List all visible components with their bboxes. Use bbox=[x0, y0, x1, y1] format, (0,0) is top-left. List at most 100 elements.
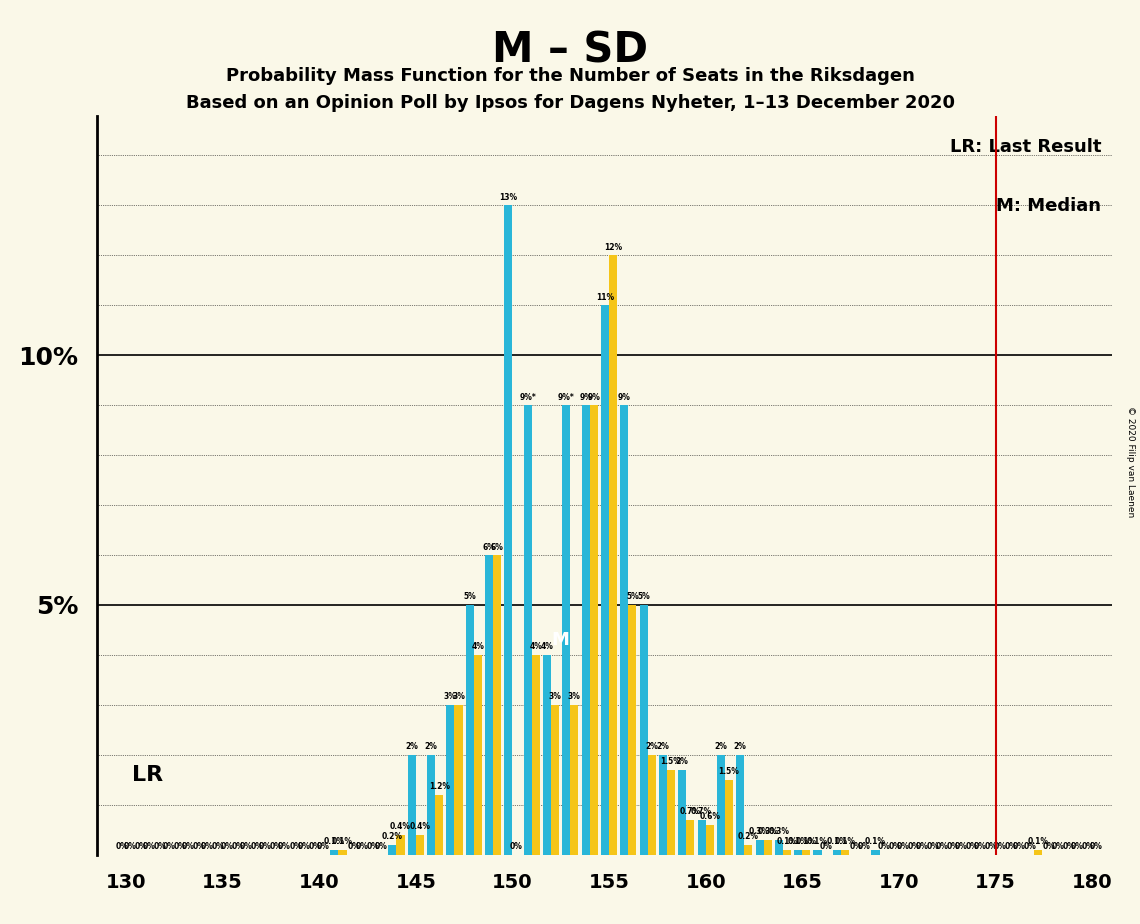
Bar bbox=[570, 705, 578, 855]
Text: 0%: 0% bbox=[915, 842, 929, 851]
Text: 0%: 0% bbox=[220, 842, 233, 851]
Text: M – SD: M – SD bbox=[492, 30, 648, 71]
Text: 0%: 0% bbox=[212, 842, 225, 851]
Text: 0%: 0% bbox=[290, 842, 302, 851]
Text: 0%: 0% bbox=[278, 842, 291, 851]
Text: 0%: 0% bbox=[142, 842, 156, 851]
Text: 0%: 0% bbox=[974, 842, 987, 851]
Text: 2%: 2% bbox=[645, 742, 658, 751]
Bar bbox=[640, 605, 648, 855]
Text: 0%: 0% bbox=[162, 842, 176, 851]
Text: 1.5%: 1.5% bbox=[660, 758, 682, 766]
Bar bbox=[494, 555, 502, 855]
Bar bbox=[678, 770, 686, 855]
Bar bbox=[833, 850, 841, 855]
Bar bbox=[803, 850, 811, 855]
Text: Probability Mass Function for the Number of Seats in the Riksdagen: Probability Mass Function for the Number… bbox=[226, 67, 914, 84]
Text: 0%: 0% bbox=[309, 842, 321, 851]
Text: 0%: 0% bbox=[1062, 842, 1075, 851]
Text: 0.3%: 0.3% bbox=[749, 827, 771, 836]
Text: 0%: 0% bbox=[259, 842, 271, 851]
Bar bbox=[531, 655, 540, 855]
Text: 0%: 0% bbox=[201, 842, 213, 851]
Text: 0%: 0% bbox=[1070, 842, 1083, 851]
Bar bbox=[601, 305, 609, 855]
Text: 0.7%: 0.7% bbox=[679, 808, 701, 816]
Text: 0%: 0% bbox=[181, 842, 194, 851]
Text: 4%: 4% bbox=[471, 642, 484, 651]
Text: 11%: 11% bbox=[596, 293, 614, 302]
Bar bbox=[736, 755, 744, 855]
Text: 0%: 0% bbox=[954, 842, 968, 851]
Text: 0%: 0% bbox=[317, 842, 329, 851]
Bar bbox=[764, 840, 772, 855]
Bar bbox=[543, 655, 551, 855]
Bar bbox=[775, 840, 783, 855]
Text: 0%: 0% bbox=[154, 842, 166, 851]
Bar bbox=[589, 406, 597, 855]
Bar bbox=[504, 205, 512, 855]
Text: 9%*: 9%* bbox=[520, 393, 536, 402]
Bar bbox=[744, 845, 752, 855]
Bar bbox=[581, 406, 589, 855]
Bar bbox=[551, 705, 560, 855]
Bar bbox=[1034, 850, 1042, 855]
Text: 0%: 0% bbox=[115, 842, 129, 851]
Text: 0%: 0% bbox=[193, 842, 205, 851]
Text: 5%: 5% bbox=[637, 592, 650, 602]
Text: 0%: 0% bbox=[993, 842, 1005, 851]
Bar bbox=[428, 755, 435, 855]
Bar bbox=[446, 705, 455, 855]
Text: 3%: 3% bbox=[548, 692, 562, 701]
Text: 0%: 0% bbox=[367, 842, 380, 851]
Text: 5%: 5% bbox=[626, 592, 638, 602]
Text: 0.3%: 0.3% bbox=[757, 827, 779, 836]
Text: 0%: 0% bbox=[966, 842, 978, 851]
Text: 2%: 2% bbox=[715, 742, 727, 751]
Bar bbox=[339, 850, 347, 855]
Text: 0.1%: 0.1% bbox=[788, 837, 808, 846]
Bar bbox=[523, 406, 531, 855]
Text: 0.1%: 0.1% bbox=[865, 837, 886, 846]
Text: 0%: 0% bbox=[1090, 842, 1102, 851]
Text: 0%: 0% bbox=[1043, 842, 1056, 851]
Bar bbox=[408, 755, 416, 855]
Bar bbox=[474, 655, 482, 855]
Bar bbox=[686, 820, 694, 855]
Text: 0%: 0% bbox=[935, 842, 948, 851]
Text: 0.1%: 0.1% bbox=[332, 837, 353, 846]
Text: 0%: 0% bbox=[298, 842, 310, 851]
Bar bbox=[397, 834, 405, 855]
Text: 0%: 0% bbox=[135, 842, 147, 851]
Text: 13%: 13% bbox=[499, 193, 518, 202]
Bar bbox=[841, 850, 849, 855]
Text: © 2020 Filip van Laenen: © 2020 Filip van Laenen bbox=[1126, 407, 1135, 517]
Bar bbox=[871, 850, 880, 855]
Text: 0%: 0% bbox=[907, 842, 921, 851]
Bar bbox=[725, 780, 733, 855]
Text: 6%: 6% bbox=[482, 542, 496, 552]
Bar bbox=[648, 755, 656, 855]
Text: 0%: 0% bbox=[251, 842, 263, 851]
Text: 2%: 2% bbox=[676, 758, 689, 766]
Bar bbox=[389, 845, 397, 855]
Bar bbox=[416, 834, 424, 855]
Text: 9%: 9% bbox=[618, 393, 630, 402]
Text: 0%: 0% bbox=[1024, 842, 1036, 851]
Bar bbox=[455, 705, 463, 855]
Text: 0%: 0% bbox=[270, 842, 283, 851]
Text: 5%: 5% bbox=[463, 592, 477, 602]
Text: 2%: 2% bbox=[424, 742, 438, 751]
Text: 0%: 0% bbox=[888, 842, 902, 851]
Text: 9%: 9% bbox=[579, 393, 592, 402]
Text: LR: LR bbox=[132, 765, 163, 784]
Text: 0%: 0% bbox=[375, 842, 388, 851]
Bar bbox=[609, 255, 617, 855]
Text: 0%: 0% bbox=[877, 842, 890, 851]
Text: 0%: 0% bbox=[173, 842, 186, 851]
Text: M: M bbox=[552, 631, 570, 649]
Text: 1.5%: 1.5% bbox=[718, 767, 740, 776]
Bar bbox=[562, 406, 570, 855]
Text: 0.7%: 0.7% bbox=[691, 808, 712, 816]
Bar bbox=[435, 795, 443, 855]
